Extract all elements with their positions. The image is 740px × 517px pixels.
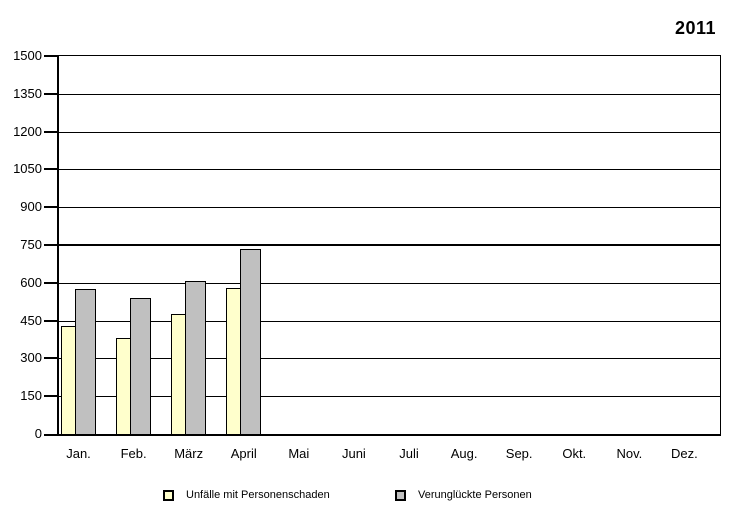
gridline-900 <box>59 207 720 209</box>
x-axis-label-6: Juni <box>341 446 366 461</box>
y-tick-900 <box>44 206 57 209</box>
y-axis-label-750: 750 <box>20 237 42 252</box>
y-axis-label-0: 0 <box>34 426 42 441</box>
y-tick-1200 <box>44 130 57 133</box>
y-tick-0 <box>44 434 57 436</box>
bar-verunglueckte-4 <box>240 249 262 434</box>
x-axis-label-12: Dez. <box>671 446 698 461</box>
y-tick-1500 <box>44 55 57 57</box>
y-tick-1050 <box>44 168 57 171</box>
x-axis-label-9: Sep. <box>505 446 533 461</box>
year-title: 2011 <box>674 18 716 38</box>
y-axis-label-300: 300 <box>20 350 42 366</box>
x-axis-label-2: Feb. <box>120 446 147 461</box>
x-axis-label-10: Okt. <box>562 446 587 461</box>
legend: Unfälle mit Personenschaden Verunglückte… <box>0 486 740 510</box>
y-axis-label-1200: 1200 <box>13 123 42 139</box>
gridline-600 <box>59 282 720 284</box>
bar-unfaelle-4 <box>226 288 242 434</box>
y-tick-750 <box>44 244 57 246</box>
gridline-1350 <box>59 93 720 95</box>
x-axis-label-5: Mai <box>288 446 310 461</box>
y-tick-600 <box>44 281 57 284</box>
bar-verunglueckte-3 <box>185 281 207 434</box>
legend-swatch-verunglueckte-icon <box>395 489 406 501</box>
gridline-300 <box>59 358 720 360</box>
y-axis-label-1350: 1350 <box>13 85 42 101</box>
y-axis-label-900: 900 <box>20 199 42 215</box>
y-axis-label-450: 450 <box>20 312 42 328</box>
x-axis-label-8: Aug. <box>450 446 478 461</box>
y-axis-label-600: 600 <box>20 274 42 290</box>
x-axis-label-4: April <box>230 446 257 461</box>
bar-verunglueckte-1 <box>75 289 96 434</box>
x-axis-label-11: Nov. <box>616 446 643 461</box>
gridline-750 <box>59 244 720 246</box>
y-axis-label-150: 150 <box>20 388 42 404</box>
bar-unfaelle-3 <box>171 314 187 434</box>
legend-item-unfaelle: Unfälle mit Personenschaden <box>163 489 330 501</box>
gridline-450 <box>59 320 720 322</box>
y-tick-150 <box>44 395 57 398</box>
gridline-1050 <box>59 169 720 171</box>
bar-unfaelle-2 <box>116 338 132 434</box>
y-tick-300 <box>44 357 57 360</box>
x-axis-label-7: Juli <box>399 446 419 461</box>
x-axis-label-3: März <box>174 446 204 461</box>
bar-unfaelle-1 <box>61 326 76 434</box>
plot-area: 0 150 300 450 600 750 900 1050 1200 1350 1500 Jan. F… <box>13 48 721 461</box>
gridline-150 <box>59 396 720 398</box>
legend-label-unfaelle: Unfälle mit Personenschaden <box>186 489 330 501</box>
legend-label-verunglueckte: Verunglückte Personen <box>418 489 532 501</box>
legend-swatch-unfaelle-icon <box>163 489 174 501</box>
y-tick-1350 <box>44 92 57 95</box>
x-axis-label-1: Jan. <box>66 446 91 461</box>
gridline-1200 <box>59 131 720 133</box>
y-axis-label-1500: 1500 <box>13 48 42 63</box>
bar-verunglueckte-2 <box>130 298 152 434</box>
legend-item-verunglueckte: Verunglückte Personen <box>395 489 532 501</box>
y-axis-label-1050: 1050 <box>13 161 42 177</box>
y-tick-450 <box>44 319 57 322</box>
